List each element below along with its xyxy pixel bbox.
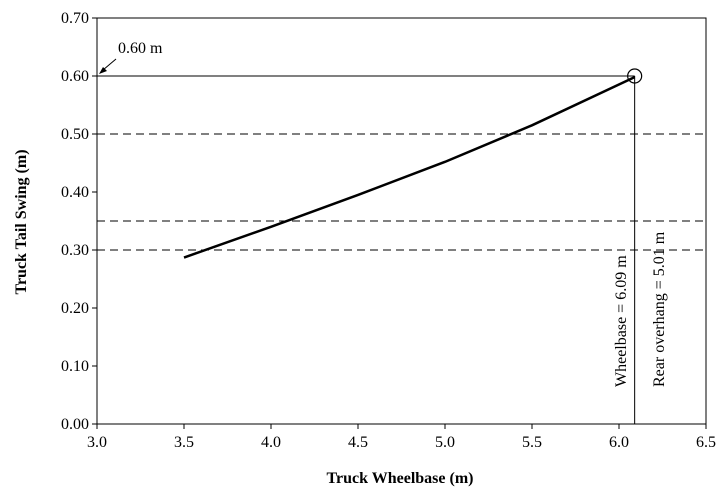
y-tick-label-0: 0.00 [61,416,89,433]
x-tick-label-3: 4.5 [348,434,368,451]
y-tick-label-4: 0.40 [61,184,89,201]
rear-overhang-annotation: Rear overhang = 5.01 m [651,231,668,387]
x-tick-label-1: 3.5 [174,434,194,451]
y-tick-label-3: 0.30 [61,242,89,259]
y-tick-label-7: 0.70 [61,10,89,27]
y-tick-label-5: 0.50 [61,126,89,143]
annotations: 0.60 m Wheelbase = 6.09 m Rear overhang … [99,40,668,387]
x-tick-label-7: 6.5 [696,434,716,451]
series-line-0 [183,76,636,259]
callout-arrow-line [102,58,117,71]
x-tick-label-6: 6.0 [609,434,629,451]
callout-label: 0.60 m [118,40,163,57]
y-axis-title: Truck Tail Swing (m) [13,149,30,294]
x-axis-title: Truck Wheelbase (m) [327,470,474,487]
marker-circle [627,68,643,84]
x-tick-label-4: 5.0 [435,434,455,451]
x-tick-label-0: 3.0 [87,434,107,451]
y-tick-label-6: 0.60 [61,68,89,85]
plot-content: 0.00 0.10 0.20 0.30 0.40 0.50 0.60 0.70 3.0 3.5 4.… [61,10,716,451]
x-tick-label-2: 4.0 [261,434,281,451]
callout-arrow-head [99,67,107,74]
x-tick-label-5: 5.5 [522,434,542,451]
y-tick-label-1: 0.10 [61,358,89,375]
y-tick-label-2: 0.20 [61,300,89,317]
wheelbase-annotation: Wheelbase = 6.09 m [613,255,630,387]
